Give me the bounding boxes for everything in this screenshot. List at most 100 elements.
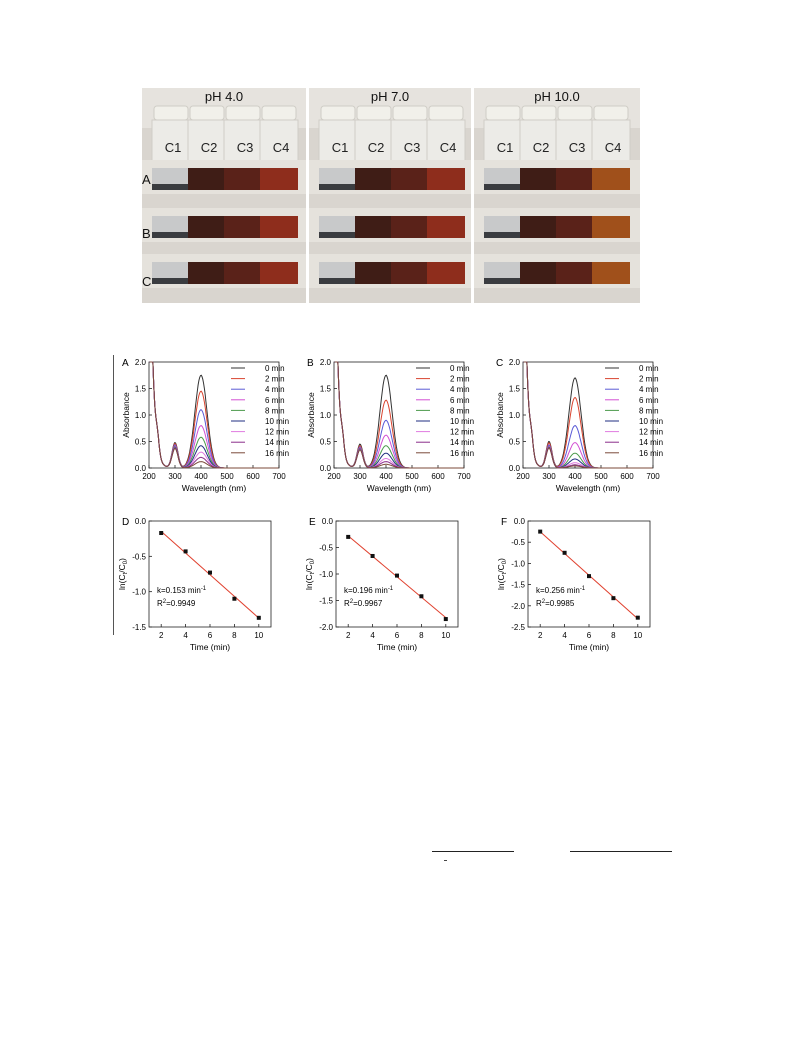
y-tick-label: -1.0 — [511, 559, 525, 568]
spectrum-line — [149, 361, 279, 469]
x-tick-label: 10 — [254, 631, 263, 640]
legend-label: 12 min — [450, 428, 474, 437]
y-label-text: /C — [496, 564, 506, 573]
legend-label: 2 min — [639, 375, 659, 384]
legend-label: 16 min — [639, 449, 663, 458]
x-tick-label: 6 — [587, 631, 592, 640]
spectrum-line — [334, 361, 464, 469]
vial-liquid — [520, 216, 558, 238]
vial-sediment — [484, 184, 522, 190]
plot-frame — [522, 361, 654, 469]
y-tick-label: 0.0 — [320, 464, 332, 473]
legend-label: 6 min — [265, 396, 285, 405]
r2-text: R — [157, 599, 163, 608]
photo-background — [142, 88, 306, 303]
vial-liquid — [520, 168, 558, 190]
x-axis-label: Wavelength (nm) — [182, 483, 247, 493]
vial-liquid — [224, 262, 262, 284]
vial-label: C3 — [568, 140, 586, 155]
panel-label: C — [496, 358, 503, 369]
legend-label: 12 min — [265, 428, 289, 437]
x-tick-label: 8 — [611, 631, 616, 640]
vial-liquid — [224, 216, 262, 238]
vial-liquid — [391, 216, 429, 238]
vial-liquid — [592, 216, 630, 238]
chart-panel-c: 200 300 400 500 600 700 0.0 0.5 1.0 1.5 2.0 Wavelen… — [495, 358, 663, 493]
x-tick-label: 400 — [379, 472, 393, 481]
legend-label: 14 min — [450, 438, 474, 447]
vial-liquid — [391, 262, 429, 284]
data-point — [395, 573, 399, 578]
data-point — [346, 534, 351, 539]
y-tick-label: 1.5 — [135, 385, 147, 394]
y-label-text: ) — [496, 558, 506, 561]
y-axis-label: Absorbance — [495, 392, 505, 438]
vial-label: C1 — [164, 140, 182, 155]
vial-label: C4 — [604, 140, 622, 155]
legend-label: 16 min — [450, 449, 474, 458]
vial-label: C2 — [367, 140, 385, 155]
x-axis-label: Time (min) — [569, 642, 609, 652]
spectrum-line — [149, 361, 279, 469]
vial-sediment — [152, 184, 190, 190]
spectrum-line — [523, 361, 653, 469]
x-axis-label: Time (min) — [377, 642, 417, 652]
x-tick-label: 4 — [370, 631, 375, 640]
vial-liquid — [427, 262, 465, 284]
vial-sediment — [152, 232, 190, 238]
y-tick-label: 0.5 — [135, 438, 147, 447]
legend-label: 14 min — [265, 438, 289, 447]
vial-liquid — [556, 216, 594, 238]
x-tick-label: 200 — [327, 472, 341, 481]
vial-sediment — [319, 278, 357, 284]
panel-label: E — [309, 517, 316, 528]
spectrum-line — [149, 361, 279, 469]
legend-label: 0 min — [265, 364, 285, 373]
vial-liquid — [556, 262, 594, 284]
vial-photo-panel: pH 4.0 C1 C2 C3 C4 pH 7.0 C1 C2 C3 C4 pH… — [142, 88, 640, 303]
x-tick-label: 600 — [620, 472, 634, 481]
rate-superscript: -1 — [580, 586, 586, 592]
y-tick-label: 2.0 — [320, 358, 332, 367]
y-label-text: /C — [117, 564, 127, 573]
y-tick-label: -0.5 — [511, 538, 525, 547]
vial-liquid — [224, 168, 262, 190]
y-label-subscript: 0 — [310, 560, 316, 564]
x-tick-label: 400 — [568, 472, 582, 481]
vial-liquid — [592, 262, 630, 284]
r2-value: =0.9985 — [545, 599, 575, 608]
ph-label: pH 7.0 — [370, 89, 410, 104]
r2-superscript: 2 — [350, 599, 354, 605]
y-tick-label: 0.5 — [320, 438, 332, 447]
chart-panel-e: 2 4 6 8 10 0.0 -0.5 -1.0 -1.5 -2.0 Time (min) Eln(C… — [304, 517, 459, 652]
x-tick-label: 400 — [194, 472, 208, 481]
data-point — [587, 574, 591, 579]
figure-margin-rule — [113, 355, 114, 635]
x-tick-label: 2 — [538, 631, 543, 640]
y-axis-label: ln(Ct/C0) — [496, 558, 508, 590]
rate-text: k=0.256 min — [536, 586, 580, 595]
x-tick-label: 8 — [232, 631, 237, 640]
photo-background — [474, 88, 640, 303]
y-label-text: ) — [117, 558, 127, 561]
y-label-text: /C — [304, 564, 314, 573]
ph-label: pH 4.0 — [204, 89, 244, 104]
y-tick-label: -2.5 — [511, 623, 525, 632]
vial-label: C4 — [272, 140, 290, 155]
y-tick-label: -1.0 — [132, 588, 146, 597]
spectrum-line — [149, 361, 279, 469]
vial-liquid — [427, 168, 465, 190]
y-tick-label: 0.0 — [135, 464, 147, 473]
underline-rule — [570, 851, 672, 852]
y-tick-label: -0.5 — [132, 552, 146, 561]
spectrum-line — [149, 361, 279, 469]
vial-sediment — [319, 184, 357, 190]
legend-label: 4 min — [639, 385, 659, 394]
vial-sediment — [484, 232, 522, 238]
data-point — [611, 596, 616, 601]
rate-constant-text: k=0.256 min-1 — [536, 586, 586, 595]
spectrum-line — [523, 361, 653, 469]
vial-liquid — [188, 216, 226, 238]
panel-label: F — [501, 517, 507, 528]
